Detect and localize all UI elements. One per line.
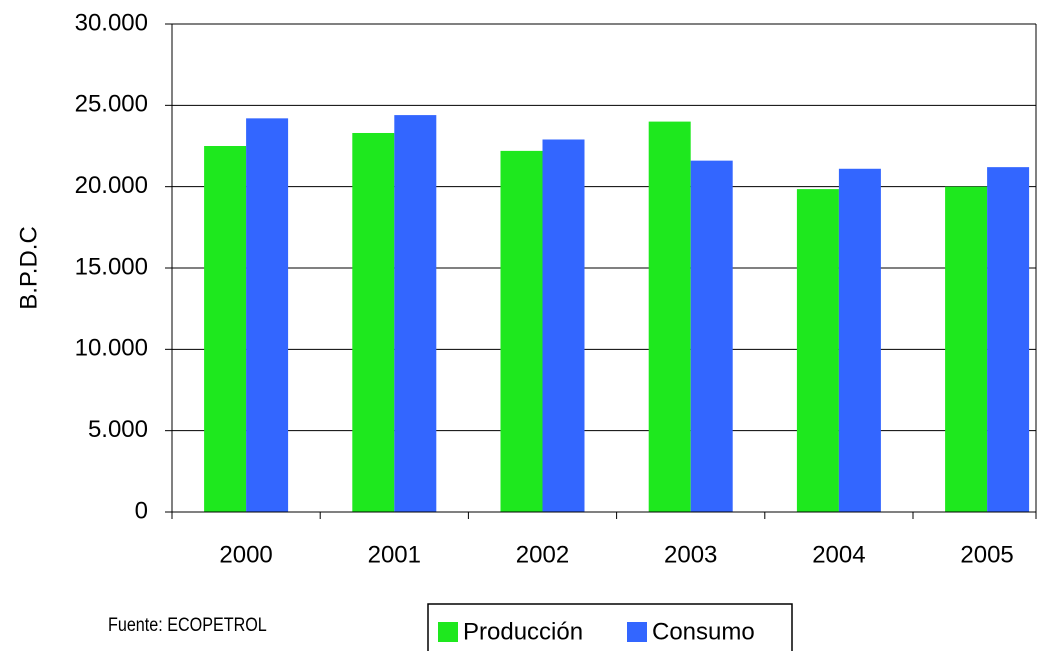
y-tick-label: 25.000 bbox=[75, 91, 148, 118]
x-tick-label: 2005 bbox=[960, 541, 1013, 568]
x-tick-label: 2002 bbox=[516, 541, 569, 568]
bar bbox=[246, 118, 289, 512]
bar bbox=[648, 121, 691, 512]
legend-label: Consumo bbox=[652, 618, 755, 645]
x-tick-label: 2001 bbox=[368, 541, 421, 568]
bar bbox=[987, 167, 1030, 512]
bar bbox=[838, 168, 881, 513]
legend-label: Producción bbox=[463, 618, 583, 645]
bar bbox=[394, 115, 437, 513]
bar bbox=[352, 132, 395, 512]
bar bbox=[204, 146, 247, 512]
y-tick-label: 5.000 bbox=[88, 416, 148, 443]
bar bbox=[690, 160, 733, 512]
bar bbox=[945, 186, 988, 512]
legend-box bbox=[427, 603, 793, 651]
x-tick-label: 2000 bbox=[219, 541, 272, 568]
y-tick-label: 10.000 bbox=[75, 335, 148, 362]
bar bbox=[542, 139, 585, 512]
legend-swatch bbox=[627, 622, 647, 642]
y-tick-label: 20.000 bbox=[75, 172, 148, 199]
legend-swatch bbox=[438, 622, 458, 642]
x-tick-label: 2003 bbox=[664, 541, 717, 568]
y-tick-label: 30.000 bbox=[75, 9, 148, 36]
y-tick-label: 0 bbox=[135, 497, 148, 524]
bar bbox=[500, 150, 543, 512]
y-tick-label: 15.000 bbox=[75, 253, 148, 280]
bar bbox=[796, 189, 839, 512]
x-tick-label: 2004 bbox=[812, 541, 865, 568]
source: Fuente: ECOPETROL bbox=[108, 614, 267, 636]
y-axis-label: B.P.D.C bbox=[15, 226, 42, 310]
